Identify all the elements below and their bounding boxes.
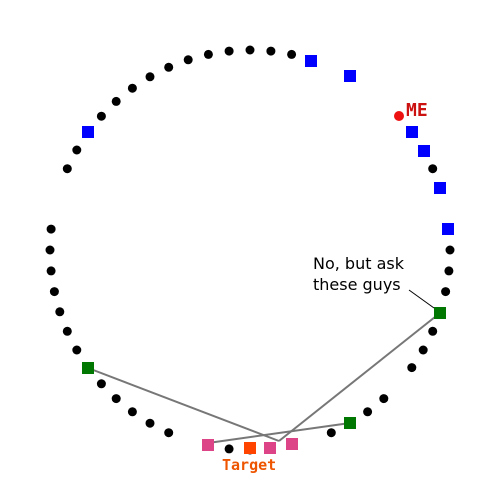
link-pink-to-bottom-green: [207, 422, 351, 444]
ring-dot: [164, 62, 174, 72]
ring-dot: [46, 224, 56, 234]
ring-dot: [379, 394, 389, 404]
ring-dot: [245, 45, 255, 55]
ring-dot: [111, 394, 121, 404]
ring-dot: [96, 379, 106, 389]
connection-lines: [87, 289, 441, 444]
blue-node: [434, 182, 446, 194]
ring-dots: [45, 45, 455, 455]
ring-dot: [72, 145, 82, 155]
ring-dot: [363, 407, 373, 417]
blue-node: [344, 70, 356, 82]
ring-dot: [96, 111, 106, 121]
annotation-line-1: No, but ask: [313, 254, 405, 273]
blue-node: [82, 126, 94, 138]
link-left-green-to-pink: [87, 367, 280, 442]
ring-dot: [55, 307, 65, 317]
blue-node: [406, 126, 418, 138]
ring-dot: [45, 245, 55, 255]
ring-dot: [326, 428, 336, 438]
target-node: [244, 442, 256, 454]
ring-dot: [46, 266, 56, 276]
me-label: ME: [406, 100, 428, 121]
ring-dot: [62, 164, 72, 174]
ring-dot: [111, 96, 121, 106]
ring-dot: [72, 345, 82, 355]
green-node: [344, 417, 356, 429]
ring-dot: [183, 55, 193, 65]
pink-node: [264, 442, 276, 454]
ring-dot: [287, 49, 297, 59]
ring-dot: [266, 46, 276, 56]
ring-dot: [407, 363, 417, 373]
ring-dot: [62, 326, 72, 336]
blue-node: [418, 145, 430, 157]
pink-node: [286, 438, 298, 450]
ring-dot: [444, 266, 454, 276]
ring-dot: [127, 407, 137, 417]
ring-dot: [441, 287, 451, 297]
ring-dot: [49, 287, 59, 297]
ring-dot: [127, 83, 137, 93]
ring-dot: [224, 444, 234, 454]
green-node: [434, 307, 446, 319]
ring-dot: [203, 49, 213, 59]
target-label: Target: [222, 456, 276, 474]
ring-dot: [164, 428, 174, 438]
annotation-pointer: [408, 289, 435, 309]
green-node: [82, 362, 94, 374]
pink-node: [202, 439, 214, 451]
ring-dot: [145, 72, 155, 82]
annotation-line-2: these guys: [313, 275, 401, 294]
me-node: [394, 111, 404, 121]
ring-dot: [224, 46, 234, 56]
blue-node: [305, 55, 317, 67]
ring-dot: [145, 418, 155, 428]
ring-dot: [418, 345, 428, 355]
blue-node: [442, 223, 454, 235]
ring-dot: [445, 245, 455, 255]
link-right-green-to-pink: [278, 312, 441, 442]
ring-dot: [428, 164, 438, 174]
ring-dot: [428, 326, 438, 336]
